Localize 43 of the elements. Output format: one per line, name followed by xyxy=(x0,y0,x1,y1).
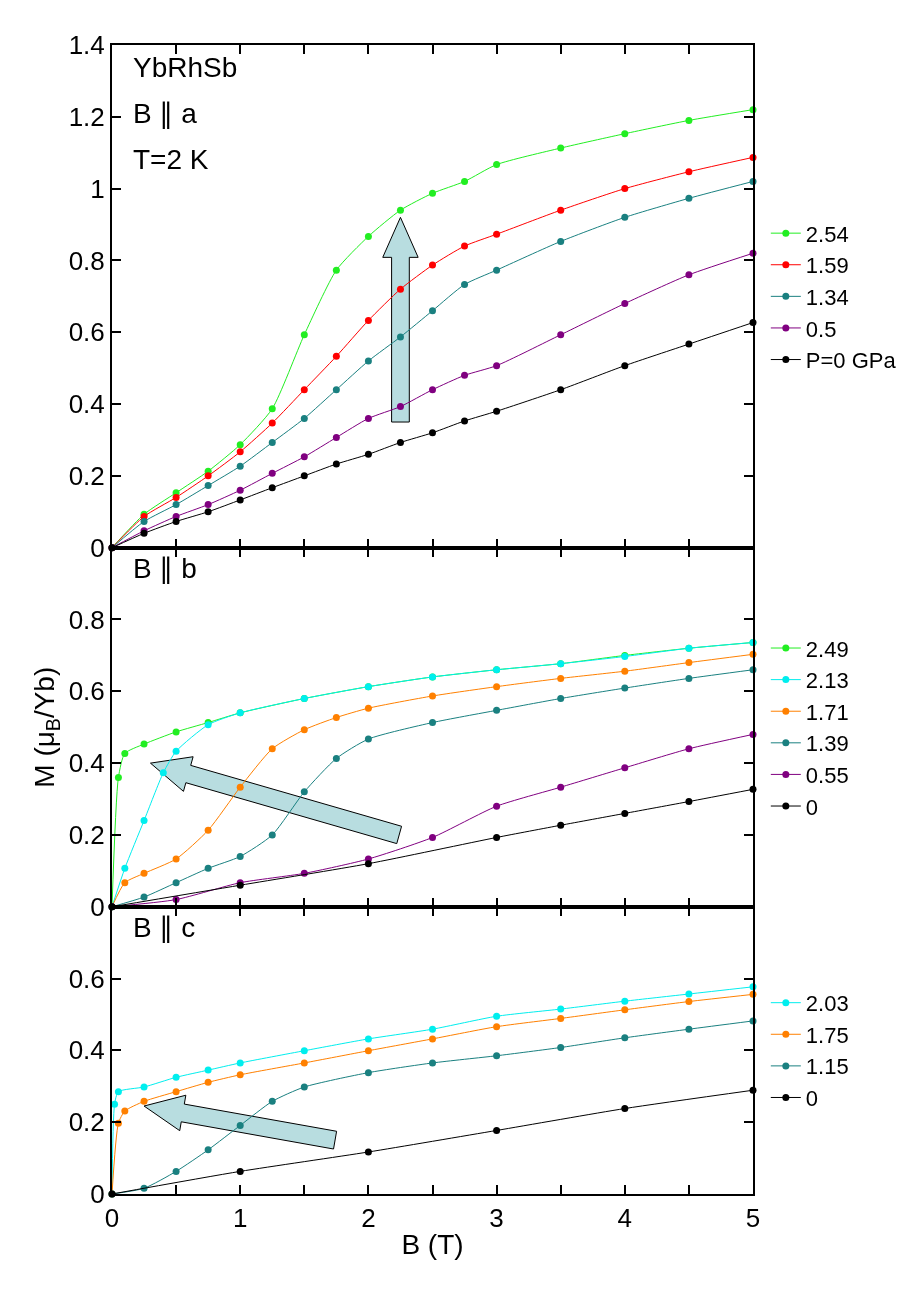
legend-label: 1.15 xyxy=(805,1054,849,1080)
y-tick-label: 0 xyxy=(90,532,105,563)
legend-label: 0.55 xyxy=(805,763,849,788)
legend-label: 2.03 xyxy=(805,991,849,1017)
y-tick-label: 0 xyxy=(90,1179,105,1210)
y-tick-label: 0.2 xyxy=(68,460,105,491)
y-tick-label: 0.4 xyxy=(68,1035,105,1066)
legend-label: 2.54 xyxy=(805,221,849,247)
legend-label: 1.59 xyxy=(805,253,849,279)
x-tick-label: 2 xyxy=(361,1203,376,1234)
y-tick-label: 0.6 xyxy=(68,317,105,348)
legend-label: 0 xyxy=(805,794,819,820)
x-tick-label: 4 xyxy=(617,1203,633,1234)
annotation: B ∥ b xyxy=(133,553,197,584)
legend-label: 1.34 xyxy=(805,284,849,310)
legend-label: 1.39 xyxy=(805,731,849,757)
x-tick-label: 1 xyxy=(232,1203,248,1234)
legend-label: 1.71 xyxy=(805,699,849,725)
y-tick-label: 1.4 xyxy=(68,30,105,61)
y-tick-label: 0 xyxy=(90,891,105,922)
legend-label: 0.5 xyxy=(805,316,837,342)
y-tick-label: 1 xyxy=(90,173,105,204)
legend-label: 1.75 xyxy=(805,1022,849,1048)
legend-label: P=0 GPa xyxy=(805,348,897,374)
legend-label: 2.13 xyxy=(805,668,849,694)
annotation: T=2 K xyxy=(133,144,209,175)
legend-label: 2.49 xyxy=(805,636,849,662)
y-tick-label: 0.6 xyxy=(68,963,105,994)
y-tick-label: 0.6 xyxy=(68,676,105,707)
y-tick-label: 0.8 xyxy=(68,245,105,276)
y-tick-label: 0.2 xyxy=(68,1107,105,1138)
y-tick-label: 0.8 xyxy=(68,604,105,635)
y-tick-label: 0.4 xyxy=(68,748,105,779)
y-tick-label: 0.4 xyxy=(68,389,105,420)
x-tick-label: 3 xyxy=(489,1203,504,1234)
legend-label: 0 xyxy=(805,1086,819,1112)
annotation: B ∥ a xyxy=(133,98,198,129)
x-axis-title: B (T) xyxy=(401,1228,464,1260)
annotation: YbRhSb xyxy=(133,52,238,83)
x-tick-label: 5 xyxy=(745,1203,761,1234)
annotation: B ∥ c xyxy=(133,912,196,943)
y-tick-label: 0.2 xyxy=(68,820,105,851)
y-tick-label: 1.2 xyxy=(68,101,105,132)
